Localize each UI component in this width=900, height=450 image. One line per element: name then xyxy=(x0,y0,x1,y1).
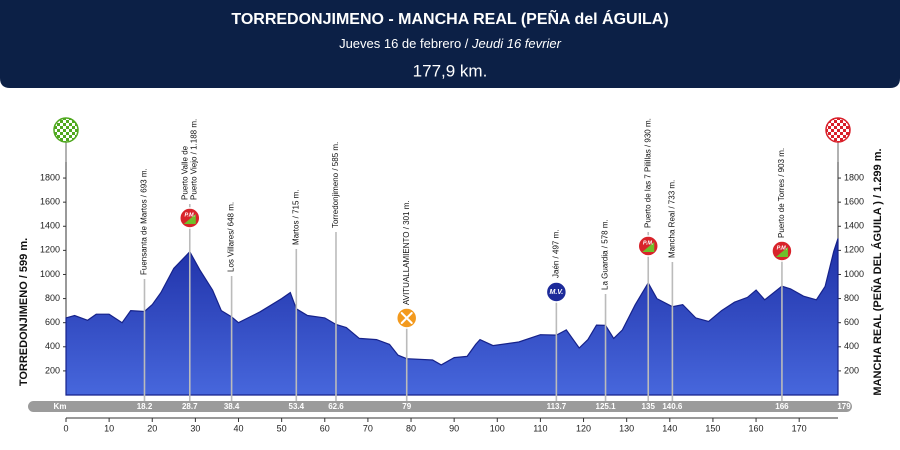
x-tick-label: 40 xyxy=(234,423,244,433)
y-tick-label-right: 600 xyxy=(844,317,859,327)
x-tick-label: 20 xyxy=(147,423,157,433)
distance: 177,9 km. xyxy=(413,61,488,80)
waypoint-icon-label: P.M. xyxy=(643,240,654,246)
waypoint-icon xyxy=(545,281,568,303)
start-flag xyxy=(53,117,79,143)
y-tick-label: 1200 xyxy=(40,245,60,255)
x-tick-label: 120 xyxy=(576,423,591,433)
y-tick-label: 400 xyxy=(45,341,60,351)
y-tick-label-right: 400 xyxy=(844,341,859,351)
x-tick-label: 50 xyxy=(277,423,287,433)
km-bar-label: Km xyxy=(54,402,67,411)
waypoint-label: Torredonjimeno / 585 m. xyxy=(331,142,340,228)
waypoint-label: Jaén / 497 m. xyxy=(551,230,560,278)
waypoint-label: Puerto Viejo / 1.188 m. xyxy=(189,119,198,200)
subtitle-es: Jueves 16 de febrero / xyxy=(339,36,469,51)
x-tick-label: 70 xyxy=(363,423,373,433)
waypoint-label: Fuensanta de Martos / 693 m. xyxy=(140,168,149,275)
x-tick-label: 90 xyxy=(449,423,459,433)
icon-slope xyxy=(775,247,788,257)
waypoint-label: Mancha Real / 733 m. xyxy=(667,180,676,258)
title: TORREDONJIMENO - MANCHA REAL (PEÑA del Á… xyxy=(231,8,668,28)
finish-label: MANCHA REAL (PEÑA DEL ÁGUILA ) / 1.299 m… xyxy=(871,148,884,395)
y-tick-label-right: 1200 xyxy=(844,245,864,255)
waypoint-km: 62.6 xyxy=(328,402,344,411)
waypoint-km: 125.1 xyxy=(596,402,617,411)
waypoint-km: 135 xyxy=(642,402,656,411)
profile-area xyxy=(65,238,839,396)
waypoint-icon-label: P.M. xyxy=(184,212,195,218)
waypoint-km: 113.7 xyxy=(547,402,567,411)
x-tick-label: 10 xyxy=(104,423,114,433)
subtitle: Jueves 16 de febrero / Jeudi 16 fevrier xyxy=(339,36,562,51)
x-tick-label: 130 xyxy=(619,423,634,433)
waypoint-km: 28.7 xyxy=(182,402,198,411)
waypoint-km: 53.4 xyxy=(289,402,305,411)
y-tick-label: 800 xyxy=(45,293,60,303)
icon-slope xyxy=(642,242,655,252)
header-band xyxy=(0,0,900,88)
waypoint-km: 38.4 xyxy=(224,402,240,411)
subtitle-fr: Jeudi 16 fevrier xyxy=(471,36,562,51)
waypoint-label: La Guardia / 578 m. xyxy=(601,219,610,290)
x-tick-label: 150 xyxy=(705,423,720,433)
x-tick-label: 170 xyxy=(792,423,807,433)
waypoint-km: 166 xyxy=(775,402,789,411)
y-tick-label-right: 1800 xyxy=(844,172,864,182)
x-tick-label: 60 xyxy=(320,423,330,433)
x-tick-label: 30 xyxy=(190,423,200,433)
icon-slope xyxy=(183,214,196,224)
y-tick-label-right: 1600 xyxy=(844,197,864,207)
waypoint-km: 140.6 xyxy=(662,402,683,411)
y-tick-label: 200 xyxy=(45,365,60,375)
x-tick-label: 100 xyxy=(490,423,505,433)
waypoint-icon-label: M.V. xyxy=(549,289,563,296)
waypoint-label: Los Villares/ 648 m. xyxy=(227,202,236,272)
waypoint-label: Puerto de las 7 Pilillas / 930 m. xyxy=(643,118,652,228)
y-tick-label: 1400 xyxy=(40,221,60,231)
start-label: TORREDONJIMENO / 599 m. xyxy=(18,238,30,386)
waypoint-icon-label: P.M. xyxy=(777,245,788,251)
x-tick-label: 0 xyxy=(63,423,68,433)
feed-zone-cutlery xyxy=(400,312,413,324)
waypoint-label: Martos / 715 m. xyxy=(291,189,300,245)
y-tick-label-right: 1000 xyxy=(844,269,864,279)
km-bar-end: 179 xyxy=(837,402,851,411)
x-tick-label: 80 xyxy=(406,423,416,433)
waypoint-label: Puerto de Torres / 903 m. xyxy=(777,148,786,238)
x-tick-label: 140 xyxy=(662,423,677,433)
y-tick-label: 600 xyxy=(45,317,60,327)
x-tick-label: 110 xyxy=(533,423,547,433)
km-bar xyxy=(28,401,852,412)
y-tick-label-right: 800 xyxy=(844,293,859,303)
y-tick-label: 1600 xyxy=(40,197,60,207)
y-tick-label: 1800 xyxy=(40,172,60,182)
waypoint-km: 18.2 xyxy=(137,402,153,411)
waypoint-label: Puerto Valle de xyxy=(180,145,189,200)
y-tick-label-right: 200 xyxy=(844,365,859,375)
finish-flag xyxy=(825,117,851,143)
waypoint-label: AVITUALLAMIENTO / 301 m. xyxy=(402,200,411,305)
y-tick-label-right: 1400 xyxy=(844,221,864,231)
waypoint-km: 79 xyxy=(402,402,411,411)
y-tick-label: 1000 xyxy=(40,269,60,279)
x-tick-label: 160 xyxy=(749,423,764,433)
